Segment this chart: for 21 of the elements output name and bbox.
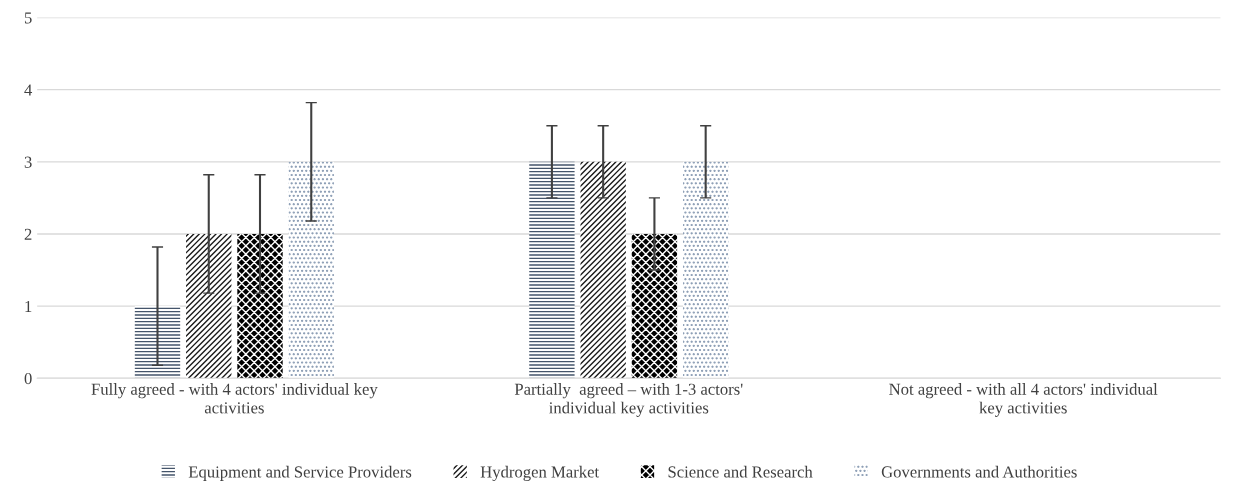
bar: [682, 161, 729, 379]
x-tick-label: Partially agreed – with 1-3 actors' individual key activities: [514, 383, 743, 417]
legend-label: Equipment and Service Providers: [188, 465, 412, 481]
bar: [288, 161, 334, 379]
y-tick-label: 4: [24, 84, 33, 96]
legend-label: Science and Research: [668, 465, 813, 478]
x-tick-label: Fully agreed - with 4 actors' individual key activities: [91, 383, 378, 414]
y-tick-label: 1: [25, 300, 32, 312]
legend-label: Governments and Authorities: [881, 465, 1077, 478]
bar: [580, 161, 626, 379]
y-tick-label: 0: [24, 372, 32, 385]
y-tick-label: 2: [24, 228, 32, 240]
x-tick-label: Not agreed - with all 4 actors' individual key activities: [889, 383, 1158, 417]
bar: [134, 306, 181, 379]
bar: [237, 233, 283, 379]
y-tick-label: 3: [24, 156, 32, 168]
bar: [186, 233, 232, 379]
bar: [529, 161, 575, 379]
legend-label: Hydrogen Market: [480, 465, 600, 481]
bar: [631, 233, 678, 379]
y-tick-label: 5: [24, 12, 32, 24]
